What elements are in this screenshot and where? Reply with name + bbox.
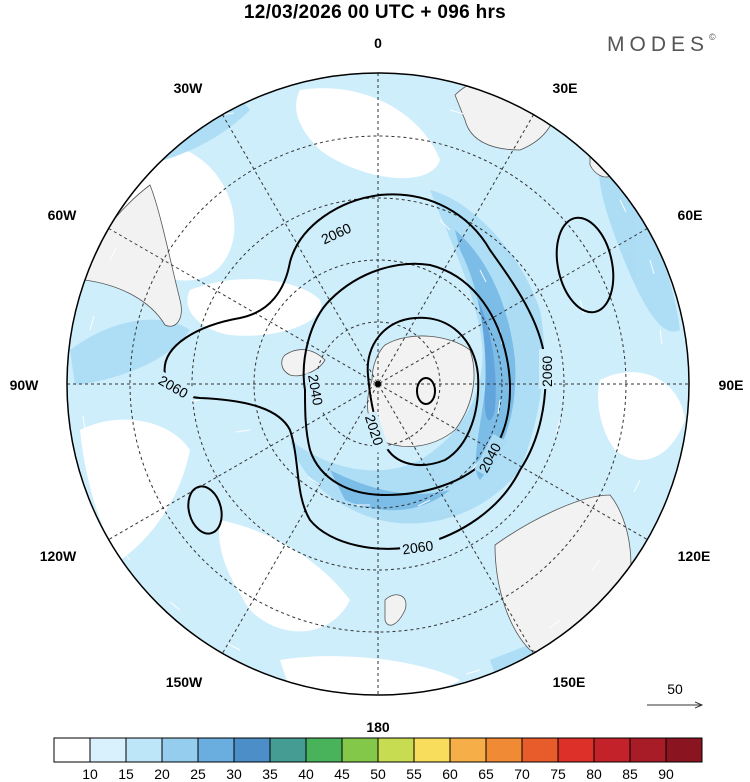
lon-label-120e: 120E — [678, 548, 711, 564]
wind-shading-core — [478, 300, 496, 421]
colorbar: 10 15 20 25 30 35 40 45 50 55 60 65 70 75 80 85 90 — [53, 737, 703, 782]
colorbar-swatch — [305, 737, 343, 763]
lon-label-120w: 120W — [40, 548, 77, 564]
longitude-labels: 0 30W 30E 60W 60E 90W 90E 120W 120E 150W… — [10, 35, 744, 735]
contour-2060-west — [187, 485, 223, 535]
colorbar-swatch — [485, 737, 523, 763]
colorbar-tick-label: 55 — [406, 766, 422, 782]
colorbar-swatch — [377, 737, 415, 763]
brand-name: MODES — [607, 33, 710, 56]
antarctica — [367, 335, 475, 447]
colorbar-tick-label: 50 — [370, 766, 386, 782]
colorbar-tick-label: 35 — [262, 766, 278, 782]
lon-label-90w: 90W — [10, 377, 40, 393]
lon-label-150e: 150E — [553, 674, 586, 690]
colorbar-tick-label: 70 — [514, 766, 530, 782]
south-america — [84, 184, 182, 327]
colorbar-swatch — [233, 737, 271, 763]
colorbar-swatch — [125, 737, 163, 763]
map-field — [67, 73, 689, 695]
copyright-mark: © — [709, 32, 716, 42]
colorbar-tick-label: 85 — [622, 766, 638, 782]
lon-label-0: 0 — [374, 35, 382, 51]
colorbar-swatch — [521, 737, 559, 763]
map-title: 12/03/2026 00 UTC + 096 hrs — [243, 2, 507, 23]
lon-label-60e: 60E — [678, 207, 703, 223]
colorbar-swatch — [629, 737, 667, 763]
pole-dot — [375, 381, 381, 387]
colorbar-tick-label: 90 — [658, 766, 674, 782]
reference-vector: 50 — [647, 681, 702, 705]
contour-label: 2060 — [401, 537, 434, 557]
lon-label-30w: 30W — [174, 80, 204, 96]
colorbar-tick-label: 20 — [154, 766, 170, 782]
colorbar-tick-label: 15 — [118, 766, 134, 782]
colorbar-swatch — [341, 737, 379, 763]
colorbar-swatch — [413, 737, 451, 763]
colorbar-swatch — [593, 737, 631, 763]
colorbar-tick-label: 75 — [550, 766, 566, 782]
brand-logo: MODES© — [607, 32, 716, 57]
colorbar-swatch — [89, 737, 127, 763]
contour-label: 2060 — [539, 356, 555, 387]
colorbar-tick-label: 60 — [442, 766, 458, 782]
map-boundary — [66, 72, 690, 696]
colorbar-swatch — [665, 737, 703, 763]
colorbar-tick-label: 10 — [82, 766, 98, 782]
colorbar-swatch — [449, 737, 487, 763]
colorbar-tick-label: 30 — [226, 766, 242, 782]
colorbar-tick-label: 65 — [478, 766, 494, 782]
lon-label-90e: 90E — [719, 377, 744, 393]
landmasses — [84, 73, 632, 655]
new-zealand — [384, 594, 407, 626]
colorbar-swatch — [197, 737, 235, 763]
lon-label-180: 180 — [366, 719, 390, 735]
contour-2060-east — [555, 216, 615, 314]
colorbar-swatch — [557, 737, 595, 763]
colorbar-swatch — [53, 737, 91, 763]
colorbar-tick-label: 25 — [190, 766, 206, 782]
colorbar-tick-label: 40 — [298, 766, 314, 782]
colorbar-tick-label: 45 — [334, 766, 350, 782]
lon-label-60w: 60W — [48, 207, 78, 223]
colorbar-tick-label: 80 — [586, 766, 602, 782]
contour-2040 — [302, 262, 511, 497]
contour-2060 — [163, 193, 547, 550]
lon-label-150w: 150W — [166, 674, 203, 690]
colorbar-swatch — [161, 737, 199, 763]
colorbar-swatch — [269, 737, 307, 763]
contour-label: 2040 — [305, 373, 326, 407]
reference-vector-label: 50 — [667, 681, 683, 697]
contour-low — [416, 377, 436, 405]
lon-label-30e: 30E — [553, 80, 578, 96]
